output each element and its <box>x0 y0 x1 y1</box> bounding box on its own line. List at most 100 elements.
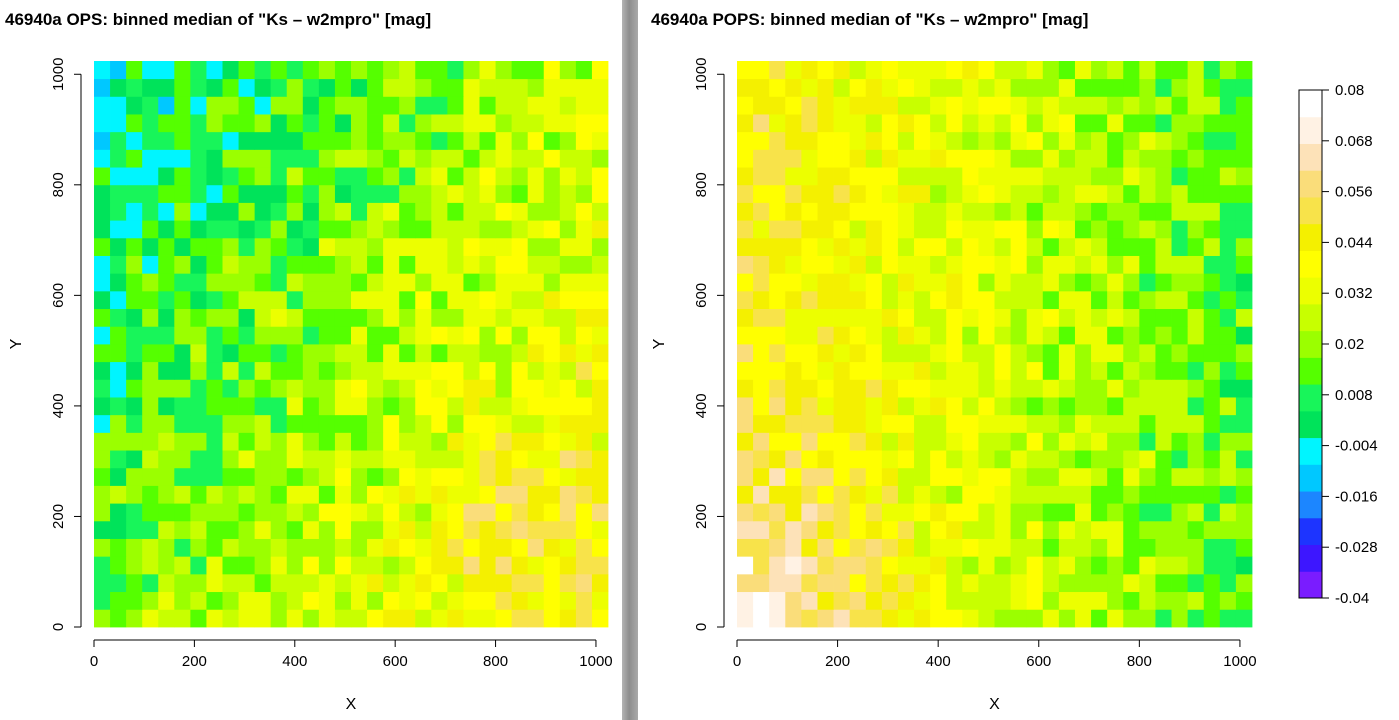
heatmap-cell <box>302 255 320 274</box>
heatmap-cell <box>962 609 979 628</box>
heatmap-cell <box>495 184 513 203</box>
heatmap-cell <box>978 202 995 221</box>
heatmap-cell <box>142 131 159 150</box>
heatmap-cell <box>1155 467 1172 486</box>
heatmap-cell <box>463 609 480 628</box>
heatmap-cell <box>1107 520 1124 539</box>
heatmap-cell <box>126 184 143 203</box>
heatmap-cell <box>511 397 529 416</box>
heatmap-cell <box>1010 609 1028 628</box>
heatmap-cell <box>817 326 834 345</box>
heatmap-cell <box>1139 202 1156 221</box>
heatmap-cell <box>351 538 368 557</box>
heatmap-cell <box>206 573 223 593</box>
heatmap-cell <box>415 361 432 380</box>
heatmap-cell <box>142 361 159 380</box>
heatmap-cell <box>463 450 480 469</box>
heatmap-cell <box>1155 78 1172 97</box>
heatmap-cell <box>769 237 786 256</box>
heatmap-cell <box>527 520 545 539</box>
heatmap-cell <box>881 78 899 97</box>
heatmap-cell <box>495 485 513 504</box>
heatmap-cell <box>318 184 336 203</box>
heatmap-cell <box>1074 220 1092 239</box>
heatmap-cell <box>286 167 304 186</box>
heatmap-cell <box>737 237 754 256</box>
y-tick-label: 800 <box>50 172 67 197</box>
heatmap-cell <box>1107 485 1124 504</box>
heatmap-cell <box>302 114 320 133</box>
heatmap-cell <box>946 609 963 628</box>
heatmap-cell <box>769 96 786 115</box>
heatmap-cell <box>1074 591 1092 610</box>
heatmap-cell <box>1171 290 1189 310</box>
heatmap-cell <box>737 220 754 239</box>
heatmap-cell <box>1139 308 1156 327</box>
heatmap-cell <box>785 96 802 115</box>
heatmap-cell <box>254 202 272 221</box>
heatmap-cell <box>865 326 883 345</box>
heatmap-cell <box>158 167 175 186</box>
heatmap-cell <box>511 114 529 133</box>
heatmap-cell <box>1026 503 1044 522</box>
heatmap-cell <box>1187 556 1205 575</box>
colorbar-swatch <box>1299 330 1322 358</box>
heatmap-cell <box>801 450 818 469</box>
heatmap-cell <box>1010 308 1028 327</box>
heatmap-cell <box>591 114 609 133</box>
heatmap-cell <box>946 503 963 522</box>
heatmap-cell <box>158 255 175 274</box>
heatmap-cell <box>158 379 175 398</box>
heatmap-cell <box>495 273 513 292</box>
heatmap-cell <box>174 96 191 115</box>
heatmap-cell <box>302 450 320 469</box>
heatmap-cell <box>994 609 1011 628</box>
heatmap-cell <box>1187 573 1205 593</box>
heatmap-cell <box>447 361 464 380</box>
heatmap-cell <box>334 78 352 97</box>
heatmap-cell <box>737 485 754 504</box>
heatmap-cell <box>1203 290 1221 310</box>
heatmap-cell <box>591 397 609 416</box>
heatmap-cell <box>367 202 384 221</box>
heatmap-cell <box>1187 591 1205 610</box>
heatmap-cell <box>559 503 577 522</box>
heatmap-cell <box>447 450 464 469</box>
pane-divider[interactable] <box>622 0 638 720</box>
heatmap-cell <box>302 538 320 557</box>
heatmap-cell <box>769 609 786 628</box>
heatmap-cell <box>1219 290 1237 310</box>
heatmap-cell <box>769 344 786 363</box>
heatmap-cell <box>511 61 529 80</box>
heatmap-cell <box>1042 184 1060 203</box>
heatmap-cell <box>962 273 979 292</box>
heatmap-cell <box>318 167 336 186</box>
heatmap-cell <box>1026 308 1044 327</box>
heatmap-cell <box>383 149 400 168</box>
heatmap-cell <box>930 167 947 186</box>
heatmap-cell <box>817 149 834 168</box>
x-tick-label: 0 <box>733 653 741 670</box>
heatmap-cell <box>222 131 239 150</box>
heatmap-cell <box>753 202 770 221</box>
heatmap-cell <box>190 379 207 398</box>
heatmap-cell <box>495 450 513 469</box>
heatmap-cell <box>110 202 127 221</box>
heatmap-cell <box>1042 591 1060 610</box>
heatmap-cell <box>1026 167 1044 186</box>
heatmap-cell <box>399 308 416 327</box>
heatmap-cell <box>318 96 336 115</box>
heatmap-cell <box>994 556 1011 575</box>
heatmap-cell <box>1235 432 1253 451</box>
heatmap-cell <box>367 326 384 345</box>
heatmap-cell <box>737 202 754 221</box>
heatmap-cell <box>447 114 464 133</box>
heatmap-cell <box>1123 609 1140 628</box>
heatmap-cell <box>575 503 593 522</box>
heatmap-cell <box>1091 255 1108 274</box>
heatmap-cell <box>126 220 143 239</box>
heatmap-cell <box>753 290 770 310</box>
heatmap-cell <box>447 609 464 628</box>
heatmap-cell <box>817 308 834 327</box>
heatmap-cell <box>142 220 159 239</box>
